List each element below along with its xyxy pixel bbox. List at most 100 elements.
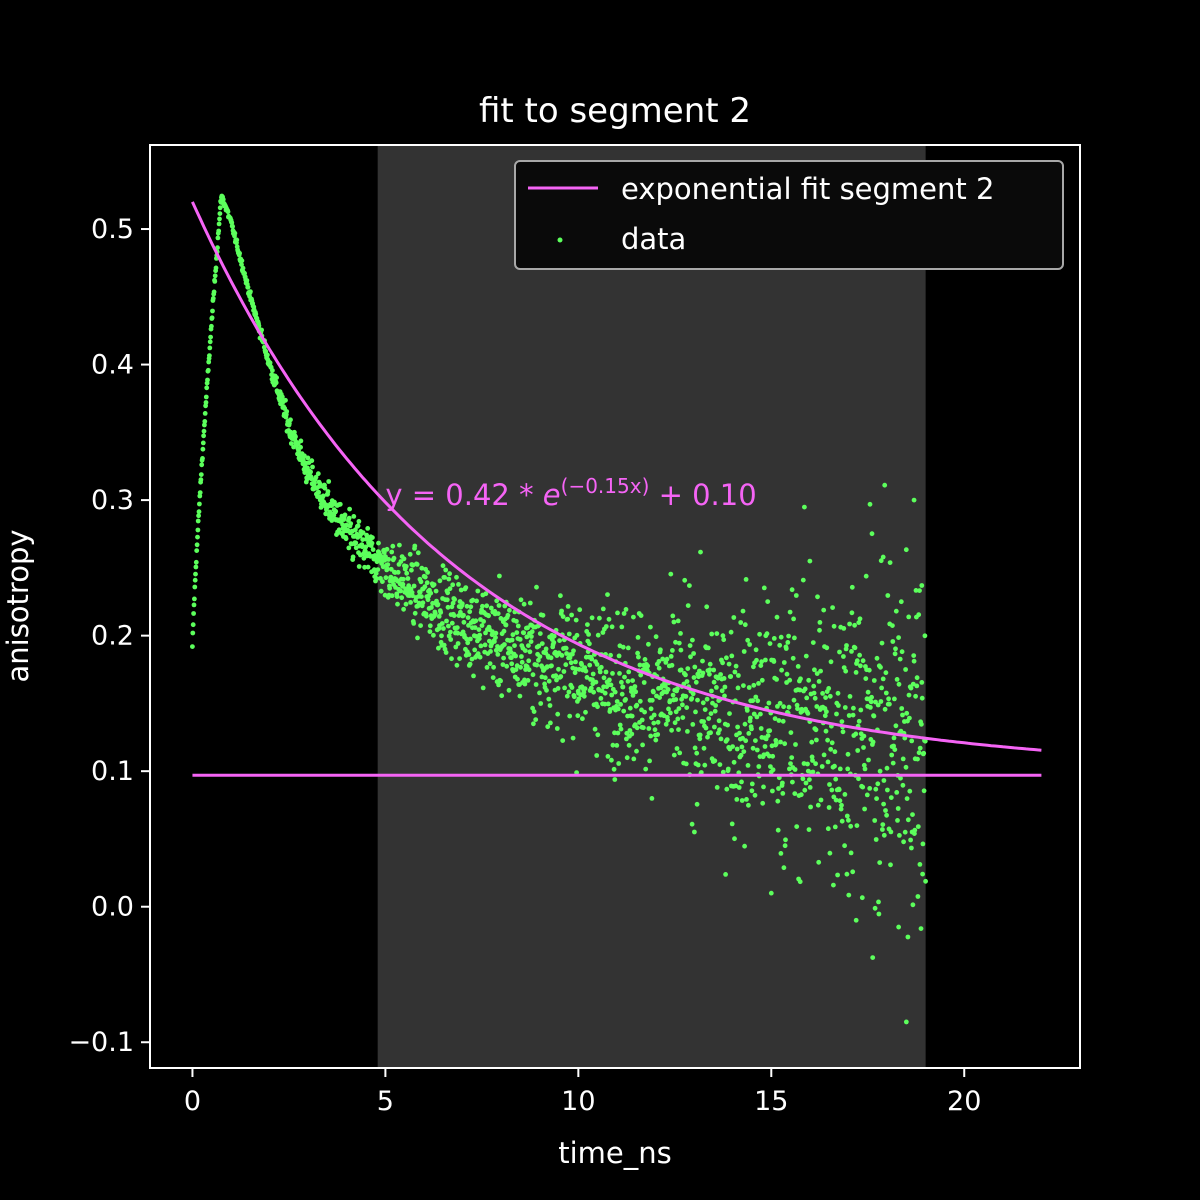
data-point <box>759 677 765 683</box>
data-point <box>629 731 635 737</box>
data-point <box>365 564 371 570</box>
data-point <box>486 613 491 619</box>
data-point <box>605 701 611 707</box>
data-point <box>635 650 640 656</box>
data-point <box>518 597 524 603</box>
data-point <box>556 666 561 672</box>
data-point <box>308 469 313 475</box>
data-point <box>800 577 806 583</box>
legend-box <box>514 160 1064 270</box>
data-point <box>619 679 624 685</box>
data-point <box>573 659 578 665</box>
data-point <box>440 563 446 569</box>
data-point <box>765 599 771 604</box>
data-point <box>658 647 663 653</box>
data-point <box>863 676 869 681</box>
data-point <box>496 682 501 688</box>
data-point <box>770 753 776 759</box>
data-point <box>861 762 867 768</box>
data-point <box>885 787 890 793</box>
data-point <box>687 583 692 588</box>
data-point <box>635 635 641 640</box>
data-point <box>903 667 908 672</box>
data-point <box>683 694 689 699</box>
data-point <box>714 631 720 636</box>
data-point <box>364 532 369 538</box>
data-point <box>888 862 893 868</box>
data-point <box>837 766 843 772</box>
data-point <box>312 480 317 486</box>
data-point <box>559 653 565 658</box>
data-point <box>670 613 676 619</box>
data-point <box>618 726 624 732</box>
y-tick-label: 0.1 <box>91 756 134 787</box>
data-point <box>745 637 751 643</box>
data-point <box>725 722 730 728</box>
data-point <box>861 745 866 750</box>
data-point <box>566 689 572 695</box>
data-point <box>512 643 517 648</box>
data-point <box>726 661 732 667</box>
data-point <box>758 726 764 731</box>
data-point <box>201 433 207 439</box>
data-point <box>589 656 595 662</box>
data-point <box>772 716 778 721</box>
data-point <box>892 747 898 752</box>
data-point <box>917 745 923 751</box>
data-point <box>854 658 860 664</box>
data-point <box>603 669 609 675</box>
data-point <box>814 737 819 743</box>
data-point <box>196 509 202 515</box>
data-point <box>756 681 761 686</box>
data-point <box>412 610 418 616</box>
data-point <box>797 687 803 693</box>
data-point <box>313 474 319 480</box>
data-point <box>795 706 800 712</box>
data-point <box>781 704 786 710</box>
data-point <box>609 692 615 698</box>
data-point <box>712 708 718 714</box>
data-point <box>652 727 658 733</box>
data-point <box>861 733 867 739</box>
data-point <box>501 655 506 661</box>
data-point <box>884 765 890 771</box>
data-point <box>630 693 636 698</box>
data-point <box>787 609 793 615</box>
data-point <box>856 718 862 724</box>
data-point <box>832 824 838 830</box>
data-point <box>479 623 485 628</box>
data-point <box>895 806 901 811</box>
data-point <box>862 806 867 812</box>
data-point <box>675 618 681 624</box>
data-point <box>525 678 531 683</box>
data-point <box>919 721 924 727</box>
data-point <box>903 547 909 553</box>
data-point <box>439 633 444 639</box>
data-point <box>360 530 366 535</box>
data-point <box>455 641 461 646</box>
data-point <box>326 479 332 484</box>
data-point <box>566 631 572 637</box>
data-point <box>826 686 832 691</box>
data-point <box>745 763 751 768</box>
data-point <box>203 400 209 405</box>
data-point <box>668 571 674 577</box>
data-point <box>900 712 905 718</box>
data-point <box>741 649 747 654</box>
data-point <box>411 621 417 626</box>
data-point <box>472 647 478 653</box>
data-point <box>608 682 614 688</box>
data-point <box>871 713 877 719</box>
data-point <box>449 620 455 626</box>
data-point <box>739 744 745 750</box>
data-point <box>194 542 200 548</box>
data-point <box>803 653 809 659</box>
data-point <box>446 576 452 582</box>
data-point <box>821 607 827 613</box>
data-point <box>695 697 700 703</box>
data-point <box>738 620 744 625</box>
data-point <box>217 205 223 211</box>
data-point <box>405 576 411 581</box>
data-point <box>892 696 897 702</box>
data-point <box>853 670 859 675</box>
